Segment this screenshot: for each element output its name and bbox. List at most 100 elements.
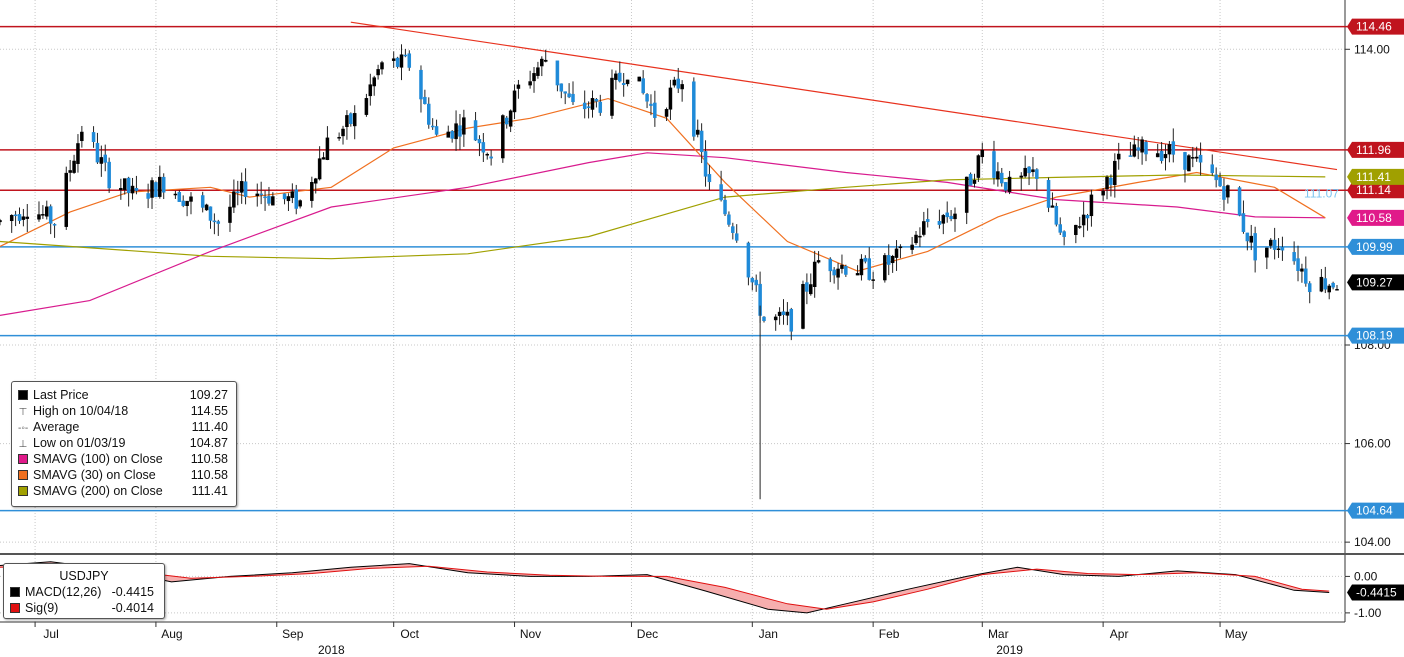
candle-body	[1089, 194, 1094, 217]
candle-body	[844, 266, 848, 275]
candle-body	[1214, 174, 1218, 181]
candle-body	[1191, 157, 1195, 159]
candle-body	[103, 154, 107, 163]
candle-body	[310, 182, 314, 201]
candle-body	[216, 221, 221, 224]
candle-body	[809, 284, 813, 295]
candle-body	[890, 255, 895, 264]
candle-body	[130, 185, 135, 194]
candle-body	[1198, 154, 1203, 163]
candle-body	[1249, 235, 1253, 243]
moving-average-line	[0, 152, 1326, 316]
candle-body	[380, 62, 384, 70]
candle-body	[594, 99, 599, 102]
candle-body	[298, 200, 302, 207]
candle-body	[695, 129, 700, 135]
candle-body	[458, 125, 462, 137]
candle-body	[134, 188, 139, 191]
candle-body	[653, 102, 657, 118]
candle-body	[723, 199, 727, 215]
candle-body	[699, 130, 704, 153]
candle-body	[910, 244, 914, 250]
candle-body	[894, 248, 899, 258]
candle-body	[1031, 169, 1035, 173]
candle-body	[664, 109, 669, 117]
candle-body	[255, 193, 260, 197]
candles-group	[0, 44, 1339, 341]
candle-body	[1167, 144, 1172, 155]
candle-body	[236, 191, 240, 193]
candle-body	[598, 101, 603, 113]
candle-body	[477, 139, 482, 144]
candle-body	[668, 87, 673, 110]
candle-body	[785, 311, 790, 316]
x-month-label: Oct	[400, 627, 419, 641]
candle-body	[1081, 214, 1086, 226]
candle-body	[91, 132, 96, 143]
legend-value: 110.58	[190, 452, 228, 466]
candle-body	[9, 215, 14, 222]
candle-body	[1116, 153, 1121, 160]
macd-value-tag: -0.4415	[1356, 586, 1397, 600]
candle-body	[473, 120, 478, 141]
candle-body	[641, 78, 645, 94]
candle-body	[1210, 164, 1215, 174]
candle-body	[64, 172, 69, 227]
candle-body	[1194, 156, 1199, 159]
candle-body	[352, 113, 357, 127]
candle-body	[836, 268, 840, 278]
candle-body	[645, 94, 649, 102]
legend-row: -◦- Average 111.40	[18, 419, 230, 435]
candle-body	[937, 221, 942, 225]
candle-body	[45, 206, 49, 217]
candle-body	[263, 196, 267, 199]
candle-body	[1292, 252, 1296, 262]
candle-body	[407, 53, 412, 68]
candle-body	[1245, 232, 1250, 242]
candle-body	[99, 157, 104, 164]
candle-body	[208, 206, 213, 221]
candle-body	[325, 137, 330, 160]
macd-tick-label: -1.00	[1354, 606, 1382, 620]
level-tag: 104.64	[1356, 504, 1393, 518]
candle-body	[95, 142, 100, 163]
candle-body	[996, 171, 1000, 180]
candle-body	[423, 96, 427, 105]
candle-body	[512, 90, 517, 113]
candle-body	[177, 192, 182, 202]
candle-body	[816, 260, 821, 263]
candle-body	[1226, 185, 1230, 198]
candle-body	[21, 216, 26, 220]
candle-body	[13, 214, 18, 217]
candle-body	[536, 67, 540, 76]
candle-body	[1327, 285, 1331, 293]
legend-row: SMAVG (30) on Close 110.58	[18, 467, 230, 483]
x-month-label: Nov	[520, 627, 541, 641]
candle-body	[1237, 187, 1242, 216]
candle-body	[1187, 155, 1191, 172]
x-month-label: Sep	[282, 627, 304, 641]
candle-body	[1323, 278, 1328, 290]
candle-body	[232, 191, 236, 208]
candle-body	[259, 193, 263, 196]
candle-body	[840, 264, 844, 269]
legend-value: 109.27	[189, 388, 228, 402]
candle-body	[563, 91, 567, 94]
candle-body	[17, 214, 22, 221]
candle-body	[727, 214, 731, 225]
level-tag-bg	[1347, 18, 1404, 35]
candle-body	[119, 187, 123, 190]
legend-label: SMAVG (200) on Close	[33, 484, 163, 498]
candle-body	[540, 58, 544, 67]
candle-body	[376, 69, 380, 76]
candle-body	[1062, 231, 1066, 237]
candle-body	[395, 57, 400, 67]
candle-body	[212, 220, 217, 223]
candle-body	[676, 78, 680, 89]
level-tag: 111.14	[1356, 183, 1391, 197]
candle-body	[886, 255, 891, 265]
candle-body	[1140, 139, 1144, 153]
legend-value: 111.40	[191, 420, 228, 434]
candle-body	[1163, 154, 1168, 159]
